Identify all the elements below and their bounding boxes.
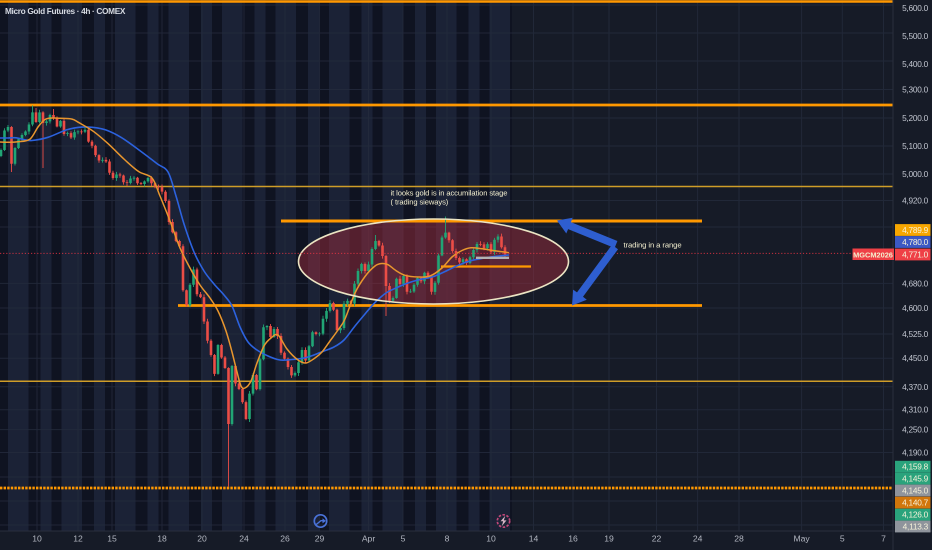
- svg-text:4,680.0: 4,680.0: [902, 278, 929, 288]
- svg-text:16: 16: [568, 534, 578, 544]
- svg-text:4,145.0: 4,145.0: [902, 486, 929, 496]
- svg-text:5,500.0: 5,500.0: [902, 31, 929, 41]
- svg-text:MGCM2026: MGCM2026: [853, 251, 893, 260]
- svg-text:4,450.0: 4,450.0: [902, 353, 929, 363]
- svg-text:4,771.0: 4,771.0: [902, 250, 929, 260]
- svg-text:5: 5: [401, 534, 406, 544]
- svg-text:29: 29: [315, 534, 325, 544]
- svg-text:8: 8: [445, 534, 450, 544]
- svg-text:22: 22: [652, 534, 662, 544]
- svg-text:4,789.9: 4,789.9: [902, 225, 929, 235]
- svg-text:14: 14: [529, 534, 539, 544]
- svg-text:12: 12: [73, 534, 83, 544]
- svg-text:it looks gold is in accumilati: it looks gold is in accumilation stage: [391, 189, 508, 198]
- svg-text:4,250.0: 4,250.0: [902, 425, 929, 435]
- svg-text:5,200.0: 5,200.0: [902, 113, 929, 123]
- svg-text:May: May: [793, 534, 810, 544]
- svg-text:7: 7: [881, 534, 886, 544]
- svg-text:5,100.0: 5,100.0: [902, 141, 929, 151]
- svg-text:10: 10: [486, 534, 496, 544]
- svg-text:4,525.0: 4,525.0: [902, 329, 929, 339]
- svg-text:4,190.0: 4,190.0: [902, 448, 929, 458]
- svg-text:5,000.0: 5,000.0: [902, 169, 929, 179]
- svg-text:5,400.0: 5,400.0: [902, 59, 929, 69]
- svg-text:24: 24: [693, 534, 703, 544]
- svg-text:4,780.0: 4,780.0: [902, 237, 929, 247]
- svg-text:28: 28: [734, 534, 744, 544]
- svg-text:24: 24: [239, 534, 249, 544]
- svg-text:4,113.3: 4,113.3: [903, 522, 929, 532]
- svg-text:15: 15: [107, 534, 117, 544]
- svg-text:Apr: Apr: [362, 534, 376, 544]
- svg-text:4,126.0: 4,126.0: [902, 510, 929, 520]
- svg-text:18: 18: [157, 534, 167, 544]
- svg-text:4,370.0: 4,370.0: [902, 382, 929, 392]
- svg-text:4,310.0: 4,310.0: [902, 405, 929, 415]
- svg-text:5: 5: [840, 534, 845, 544]
- svg-text:4,159.8: 4,159.8: [902, 462, 929, 472]
- svg-text:4,920.0: 4,920.0: [902, 196, 929, 206]
- svg-text:4,140.7: 4,140.7: [902, 498, 929, 508]
- svg-text:( trading sieways): ( trading sieways): [391, 198, 449, 207]
- svg-text:20: 20: [197, 534, 207, 544]
- svg-text:26: 26: [280, 534, 290, 544]
- svg-text:19: 19: [604, 534, 614, 544]
- svg-text:5,600.0: 5,600.0: [902, 3, 929, 13]
- svg-text:4,600.0: 4,600.0: [902, 303, 929, 313]
- svg-text:4,145.9: 4,145.9: [902, 474, 929, 484]
- svg-text:trading in a range: trading in a range: [624, 241, 682, 250]
- svg-text:Micro Gold Futures · 4h · COME: Micro Gold Futures · 4h · COMEX: [5, 6, 126, 16]
- svg-text:10: 10: [32, 534, 42, 544]
- svg-text:5,300.0: 5,300.0: [902, 85, 929, 95]
